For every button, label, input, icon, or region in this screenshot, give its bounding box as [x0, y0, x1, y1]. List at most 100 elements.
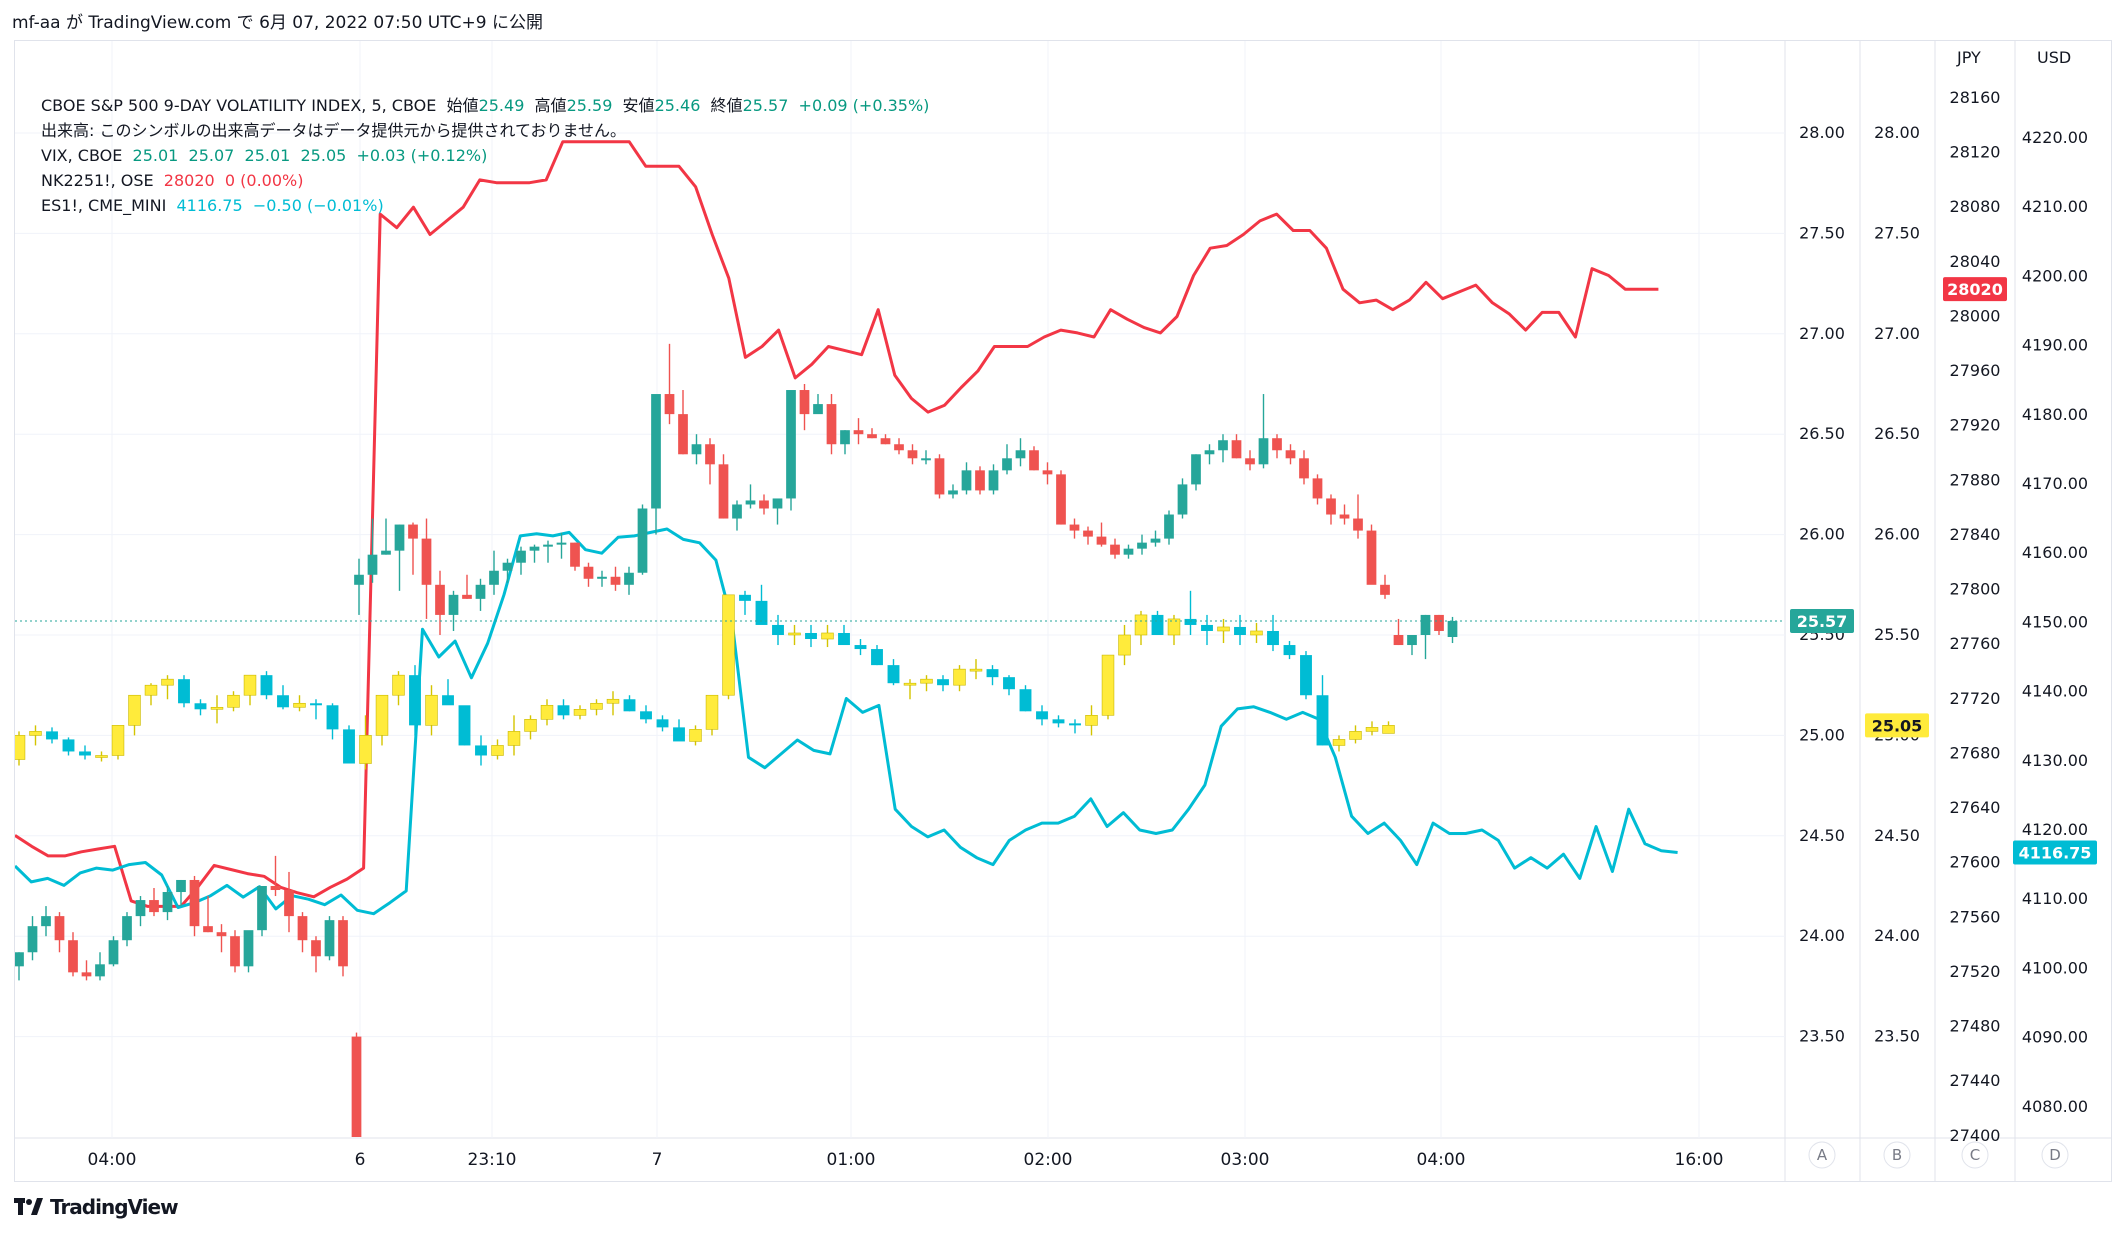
y-tick-label: 27.50	[1874, 223, 1920, 242]
vix-candle	[128, 694, 141, 726]
y-tick-label: 28000	[1950, 306, 2001, 325]
vix9d-day2-candle	[543, 544, 553, 547]
axis-id-badge	[2041, 1141, 2069, 1169]
vix-candle	[969, 668, 983, 672]
last-price-badge	[1790, 608, 1854, 633]
vix9d-candle	[216, 932, 227, 937]
x-tick-label: 23:10	[468, 1150, 517, 1170]
vix-candle	[623, 699, 636, 712]
vix9d-day2-candle	[1407, 635, 1417, 646]
legend-vix[interactable]: VIX, CBOE 25.01 25.07 25.01 25.05 +0.03 …	[41, 143, 929, 168]
y-tick-label: 4210.00	[2022, 197, 2088, 216]
axis-id-label: B	[1892, 1146, 1902, 1164]
x-tick-label: 04:00	[88, 1150, 137, 1170]
vix9d-day2-candle	[1218, 440, 1228, 451]
vix9d-day2-candle	[1434, 614, 1444, 631]
y-tick-label: 27600	[1950, 853, 2001, 872]
vix-candle	[46, 731, 58, 740]
y-tick-label: 27.00	[1799, 324, 1845, 343]
vix9d-candle	[176, 879, 186, 893]
vix-candle	[739, 594, 751, 601]
vix9d-day2-candle	[907, 450, 918, 459]
vix-candle	[1134, 614, 1148, 636]
y-tick-label: 23.50	[1874, 1027, 1920, 1046]
legend-low-label: 安値	[622, 96, 655, 115]
vix-candle	[656, 719, 669, 728]
y-tick-label: 26.50	[1874, 424, 1920, 443]
vix-candle	[986, 669, 999, 678]
y-tick-label: 27480	[1950, 1017, 2001, 1036]
vix-candle	[277, 695, 289, 708]
vix-candle	[15, 735, 26, 760]
vix9d-candle	[162, 892, 173, 913]
vix9d-day2-candle	[1393, 635, 1404, 646]
vix9d-day2-candle	[1069, 524, 1080, 531]
vix-candle	[1019, 689, 1032, 712]
y-tick-label: 28.00	[1874, 123, 1920, 142]
vix9d-candle	[189, 879, 200, 927]
y-tick-label: 24.00	[1874, 926, 1920, 945]
vix9d-day2-candle	[1380, 584, 1390, 595]
legend-close: 25.57	[742, 96, 789, 115]
vix9d-day2-candle	[1164, 514, 1174, 539]
axis-id-badge	[1808, 1141, 1836, 1169]
y-tick-label: 4120.00	[2022, 820, 2088, 839]
vix9d-day2-candle	[556, 542, 567, 545]
vix9d-day2-candle	[583, 566, 594, 579]
y-tick-label: 4080.00	[2022, 1097, 2088, 1116]
legend-main[interactable]: CBOE S&P 500 9-DAY VOLATILITY INDEX, 5, …	[41, 93, 929, 118]
vix-candle	[375, 694, 389, 736]
vix-candle	[1316, 695, 1329, 746]
vix-candle	[1052, 719, 1065, 724]
brand-name[interactable]: TradingView	[50, 1195, 179, 1219]
y-tick-label: 27840	[1950, 525, 2001, 544]
chart-frame[interactable]: 28.00 27.50 27.00 26.50 26.00 25.50 25.00 24.50…	[14, 40, 2112, 1182]
vix9d-day2-candle	[1272, 438, 1282, 451]
vix9d-day2-candle	[948, 490, 958, 495]
vix9d-day2-candle	[381, 550, 391, 555]
vix9d-day2-candle	[597, 576, 607, 579]
vix9d-day2-candle	[435, 584, 445, 615]
vix9d-day2-candle	[1137, 542, 1147, 549]
vix-candle	[359, 735, 372, 764]
vix9d-candle	[297, 916, 308, 941]
vix9d-day2-candle	[1015, 450, 1026, 459]
y-tick-label: 26.50	[1799, 424, 1845, 443]
vix9d-day2-candle	[475, 584, 486, 599]
chart-canvas[interactable]: 28.00 27.50 27.00 26.50 26.00 25.50 25.00 24.50…	[15, 41, 2111, 1181]
vix9d-candle	[324, 920, 335, 957]
vix-candle	[310, 703, 322, 706]
vix-candle	[1085, 715, 1098, 726]
vix-candle	[161, 678, 174, 686]
vix9d-candle	[203, 926, 213, 933]
vix9d-day2-candle	[975, 470, 985, 491]
y-tick-label: 4100.00	[2022, 958, 2088, 977]
vix-candle	[1201, 624, 1213, 631]
vix-candle	[326, 705, 339, 730]
vix-candle	[178, 679, 190, 704]
publish-caption: mf-aa が TradingView.com で 6月 07, 2022 07…	[12, 13, 543, 33]
legend-open: 25.49	[478, 96, 525, 115]
vix9d-day2-candle	[421, 538, 432, 585]
vix-candle	[887, 665, 900, 684]
vix-candle	[293, 702, 306, 708]
vix9d-day2-candle	[502, 562, 513, 571]
y-tick-label: 4220.00	[2022, 128, 2088, 147]
last-price-text: 4116.75	[2019, 843, 2092, 862]
axis-id-badge	[1883, 1141, 1911, 1169]
legend-es[interactable]: ES1!, CME_MINI 4116.75 −0.50 (−0.01%)	[41, 193, 929, 218]
vix9d-day2-candle	[1177, 484, 1188, 515]
vix9d-day2-candle	[1258, 438, 1269, 465]
vix9d-candle	[95, 964, 105, 977]
vix-candle	[788, 632, 801, 636]
legend-nk[interactable]: NK2251!, OSE 28020 0 (0.00%)	[41, 168, 929, 193]
y-tick-label: 26.00	[1874, 525, 1920, 544]
legend-es-title: ES1!, CME_MINI	[41, 196, 167, 215]
y-tick-label: 27960	[1950, 361, 2001, 380]
vix9d-day2-candle	[759, 500, 769, 509]
vix9d-candle	[15, 952, 24, 967]
vix9d-day2-candle	[1150, 538, 1161, 543]
vix9d-day2-candle	[664, 394, 675, 415]
nk-line	[15, 140, 1659, 908]
last-price-text: 28020	[1947, 280, 2003, 299]
